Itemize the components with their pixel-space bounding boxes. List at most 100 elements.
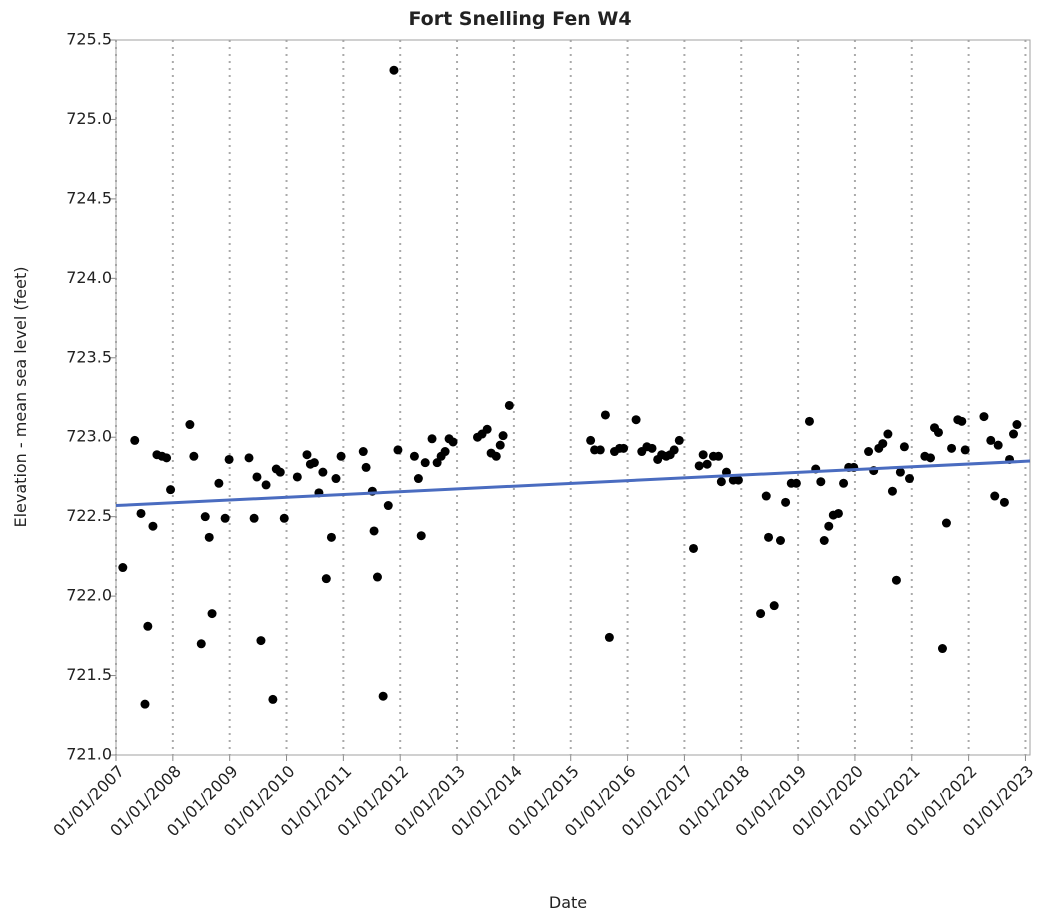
point — [409, 451, 419, 461]
trend-line — [115, 459, 1031, 508]
point — [189, 451, 199, 461]
point — [302, 450, 312, 460]
point — [256, 636, 266, 646]
point — [331, 474, 341, 484]
point — [309, 458, 319, 468]
point — [887, 486, 897, 496]
point — [937, 644, 947, 654]
point — [839, 478, 849, 488]
point — [369, 526, 379, 536]
point — [279, 513, 289, 523]
point — [1012, 420, 1022, 430]
y-tick-label: 724.5 — [66, 188, 112, 207]
point — [904, 474, 914, 484]
point — [804, 416, 814, 426]
point — [764, 532, 774, 542]
point — [420, 458, 430, 468]
point — [926, 453, 936, 463]
point — [224, 454, 234, 464]
point — [361, 462, 371, 472]
point — [604, 632, 614, 642]
point — [694, 461, 704, 471]
point — [321, 574, 331, 584]
point — [372, 572, 382, 582]
point — [393, 445, 403, 455]
point — [207, 609, 217, 619]
point — [878, 439, 888, 449]
point — [318, 467, 328, 477]
point — [498, 431, 508, 441]
y-tick-label: 721.5 — [66, 665, 112, 684]
point — [336, 451, 346, 461]
point — [143, 621, 153, 631]
point — [986, 435, 996, 445]
point — [781, 497, 791, 507]
point — [600, 410, 610, 420]
point — [130, 435, 140, 445]
point — [244, 453, 254, 463]
plot-frame — [115, 39, 1031, 756]
x-axis-label: Date — [549, 893, 587, 912]
point — [427, 434, 437, 444]
point — [252, 472, 262, 482]
point — [1009, 429, 1019, 439]
point — [166, 485, 176, 495]
point — [196, 639, 206, 649]
y-tick-label: 722.5 — [66, 506, 112, 525]
point — [756, 609, 766, 619]
point — [816, 477, 826, 487]
chart-title: Fort Snelling Fen W4 — [408, 8, 631, 30]
point — [185, 420, 195, 430]
point — [698, 450, 708, 460]
point — [204, 532, 214, 542]
point — [261, 480, 271, 490]
point — [200, 512, 210, 522]
point — [148, 521, 158, 531]
point — [136, 508, 146, 518]
point — [389, 65, 399, 75]
point — [326, 532, 336, 542]
point — [891, 575, 901, 585]
point — [378, 691, 388, 701]
point — [899, 442, 909, 452]
y-tick-label: 724.0 — [66, 268, 112, 287]
point — [993, 440, 1003, 450]
point — [413, 474, 423, 484]
y-tick-label: 723.0 — [66, 427, 112, 446]
point — [933, 427, 943, 437]
point — [895, 467, 905, 477]
point — [716, 477, 726, 487]
point — [979, 412, 989, 422]
point — [268, 694, 278, 704]
point — [769, 601, 779, 611]
point — [220, 513, 230, 523]
point — [714, 451, 724, 461]
point — [702, 459, 712, 469]
point — [631, 415, 641, 425]
point — [883, 429, 893, 439]
point — [647, 443, 657, 453]
point — [292, 472, 302, 482]
y-axis-label: Elevation - mean sea level (feet) — [11, 266, 30, 527]
point — [941, 518, 951, 528]
point — [864, 447, 874, 457]
point — [947, 443, 957, 453]
point — [214, 478, 224, 488]
point — [689, 543, 699, 553]
point — [440, 447, 450, 457]
point — [999, 497, 1009, 507]
y-tick-label: 725.5 — [66, 30, 112, 49]
point — [791, 478, 801, 488]
point — [275, 467, 285, 477]
point — [733, 475, 743, 485]
point — [448, 437, 458, 447]
point — [495, 440, 505, 450]
y-tick-label: 723.5 — [66, 347, 112, 366]
point — [595, 445, 605, 455]
point — [960, 445, 970, 455]
point — [118, 563, 128, 573]
point — [674, 435, 684, 445]
point — [482, 424, 492, 434]
y-tick-label: 725.0 — [66, 109, 112, 128]
